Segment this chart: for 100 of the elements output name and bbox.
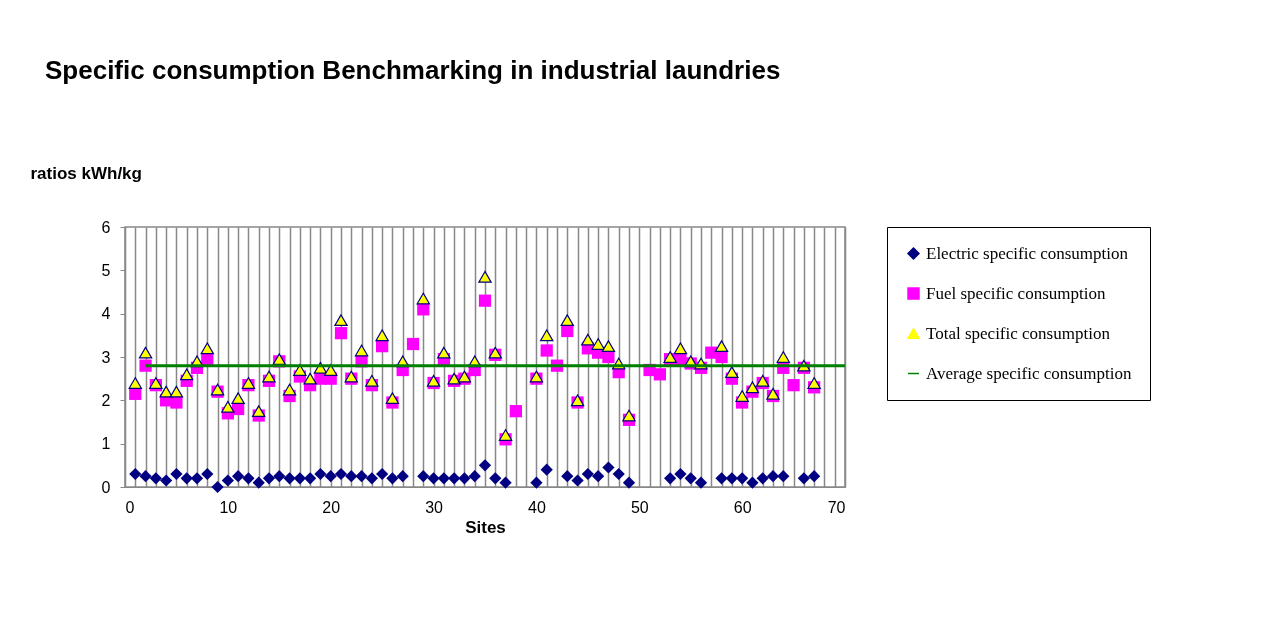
y-tick-label: 3 bbox=[101, 348, 111, 366]
point bbox=[561, 470, 574, 483]
y-tick-label: 4 bbox=[101, 305, 111, 323]
y-tick-label: 1 bbox=[101, 435, 111, 453]
point bbox=[252, 476, 265, 489]
chart-title: Specific consumption Benchmarking in industrial laundries bbox=[45, 55, 781, 85]
point bbox=[581, 333, 595, 346]
point bbox=[622, 476, 636, 489]
point bbox=[715, 472, 728, 485]
point bbox=[304, 472, 317, 485]
legend-label: Average specific consumption bbox=[926, 363, 1132, 383]
point bbox=[282, 383, 297, 396]
point bbox=[365, 374, 379, 387]
point bbox=[745, 381, 760, 394]
point bbox=[324, 470, 337, 483]
point bbox=[355, 470, 368, 483]
point bbox=[725, 472, 738, 485]
point bbox=[499, 476, 512, 489]
point bbox=[560, 314, 575, 327]
point bbox=[468, 470, 481, 483]
point bbox=[602, 461, 615, 474]
point bbox=[190, 472, 204, 485]
point bbox=[777, 470, 790, 483]
y-tick-label: 5 bbox=[101, 261, 111, 279]
point bbox=[427, 472, 440, 485]
point bbox=[180, 472, 193, 485]
y-axis-title: ratios kWh/kg bbox=[30, 163, 142, 183]
legend-label: Fuel specific consumption bbox=[926, 283, 1106, 303]
x-tick-label: 10 bbox=[219, 498, 238, 516]
x-tick-label: 70 bbox=[827, 498, 846, 516]
point bbox=[283, 472, 296, 485]
point bbox=[674, 467, 687, 481]
point bbox=[673, 342, 688, 355]
point bbox=[128, 377, 143, 389]
point bbox=[129, 467, 142, 481]
point bbox=[766, 470, 780, 483]
point bbox=[221, 400, 235, 413]
point bbox=[354, 344, 369, 357]
point bbox=[489, 472, 502, 485]
point bbox=[437, 346, 451, 359]
point bbox=[376, 467, 389, 481]
point bbox=[478, 459, 492, 472]
point bbox=[334, 314, 348, 327]
point bbox=[736, 472, 749, 485]
y-tick-label: 2 bbox=[101, 391, 111, 409]
point bbox=[169, 385, 184, 398]
point bbox=[735, 390, 749, 402]
point bbox=[797, 472, 810, 485]
point bbox=[251, 405, 266, 418]
point bbox=[273, 470, 286, 483]
y-tick-label: 6 bbox=[101, 218, 111, 236]
point bbox=[416, 292, 431, 305]
point bbox=[231, 392, 245, 405]
point bbox=[262, 472, 276, 485]
point bbox=[601, 340, 616, 353]
point bbox=[417, 470, 430, 483]
point bbox=[293, 364, 307, 376]
point bbox=[581, 467, 594, 481]
point bbox=[303, 372, 317, 385]
x-tick-label: 20 bbox=[322, 498, 341, 516]
point bbox=[725, 366, 739, 379]
x-tick-label: 0 bbox=[125, 498, 135, 516]
point bbox=[746, 476, 759, 489]
point bbox=[149, 472, 162, 485]
point bbox=[756, 472, 769, 485]
x-tick-label: 50 bbox=[630, 498, 649, 516]
x-tick-label: 40 bbox=[528, 498, 546, 516]
x-axis-title: Sites bbox=[465, 517, 506, 537]
point bbox=[622, 409, 636, 422]
point bbox=[458, 472, 471, 485]
point bbox=[139, 470, 152, 483]
point bbox=[179, 368, 194, 381]
point bbox=[694, 476, 708, 489]
point bbox=[448, 472, 461, 485]
point bbox=[664, 472, 677, 485]
point bbox=[232, 470, 245, 483]
point bbox=[592, 470, 605, 483]
point bbox=[808, 470, 821, 483]
point bbox=[396, 470, 409, 483]
point bbox=[201, 467, 214, 481]
point bbox=[262, 370, 276, 383]
point bbox=[314, 467, 327, 481]
x-tick-label: 60 bbox=[733, 498, 752, 516]
point bbox=[345, 470, 358, 483]
point bbox=[323, 364, 338, 376]
point bbox=[684, 472, 697, 485]
y-tick-label: 0 bbox=[101, 478, 111, 496]
point bbox=[530, 476, 543, 489]
point bbox=[293, 472, 306, 485]
point bbox=[612, 467, 625, 481]
x-tick-label: 30 bbox=[425, 498, 444, 516]
point bbox=[170, 467, 183, 481]
legend-label: Electric specific consumption bbox=[926, 243, 1129, 263]
point bbox=[200, 342, 215, 355]
point bbox=[571, 474, 584, 487]
point bbox=[242, 472, 255, 485]
point bbox=[385, 392, 400, 405]
point bbox=[539, 329, 554, 342]
legend-label: Total specific consumption bbox=[926, 323, 1111, 343]
point bbox=[375, 329, 389, 342]
